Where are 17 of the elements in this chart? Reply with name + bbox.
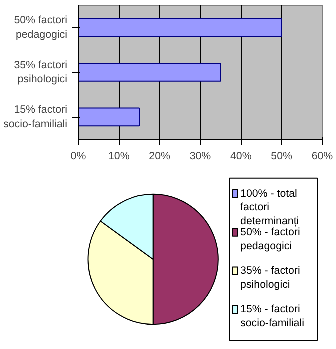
legend-label: 50% - factori pedagogici <box>240 226 300 252</box>
legend-label: 35% - factori psihologici <box>240 265 300 291</box>
x-tick-label: 10% <box>108 150 130 162</box>
x-tick-label: 30% <box>190 150 212 162</box>
bar <box>78 108 140 127</box>
legend-label: 15% - factori socio-familiali <box>240 304 304 330</box>
y-tick-label: 50% factori pedagogici <box>14 14 68 42</box>
y-tick-label: 15% factori socio-familiali <box>4 104 68 130</box>
x-tick-label: 20% <box>149 150 172 162</box>
x-tick-label: 40% <box>230 150 252 162</box>
y-tick-label: 35% factori psihologici <box>14 59 68 86</box>
x-tick-label: 60% <box>312 150 334 162</box>
legend-label: 100% - total factori determinanți <box>240 188 300 228</box>
bar <box>78 63 222 82</box>
x-tick-label: 0% <box>70 150 87 162</box>
bar <box>78 18 282 38</box>
x-tick-label: 50% <box>271 150 294 162</box>
